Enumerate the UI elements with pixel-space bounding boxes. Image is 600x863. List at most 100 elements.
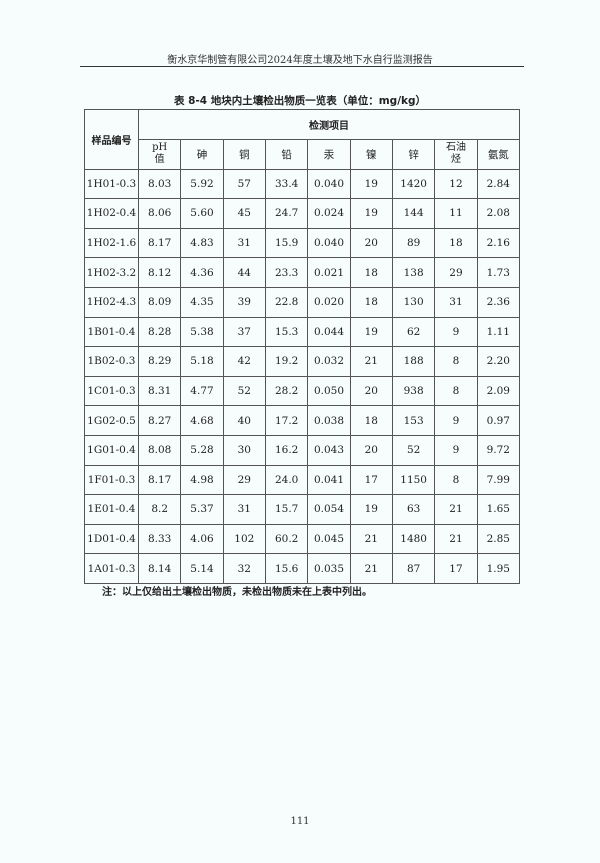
value-cell: 1480 xyxy=(391,523,436,555)
value-cell: 8.31 xyxy=(137,375,182,407)
value-cell: 4.68 xyxy=(180,405,224,436)
value-cell: 8.17 xyxy=(137,227,182,259)
value-cell: 52 xyxy=(222,375,266,407)
table-row: 1H02-3.2 8.12 4.36 44 23.3 0.021 18 138 29 1.73 xyxy=(84,257,521,288)
value-cell: 4.06 xyxy=(180,523,224,555)
value-cell: 4.98 xyxy=(180,464,224,496)
value-cell: 60.2 xyxy=(264,523,309,555)
value-cell: 5.14 xyxy=(180,553,224,584)
table-row: 1H02-4.3 8.09 4.35 39 22.8 0.020 18 130 31 2.36 xyxy=(84,286,521,318)
value-cell: 17.2 xyxy=(264,405,309,436)
value-cell: 22.8 xyxy=(264,286,309,318)
value-cell: 8 xyxy=(434,464,478,496)
table-row: 1H01-0.3 8.03 5.92 57 33.4 0.040 19 1420 12 2.84 xyxy=(84,168,521,200)
value-cell: 0.024 xyxy=(307,198,351,229)
table-note: 注：以上仅给出土壤检出物质，未检出物质未在上表中列出。 xyxy=(102,587,372,598)
value-cell: 0.038 xyxy=(307,405,351,436)
value-cell: 40 xyxy=(222,405,266,436)
table-title: 表 8-4 地块内土壤检出物质一览表（单位：mg/kg） xyxy=(173,95,427,107)
column-header: 砷 xyxy=(180,139,224,170)
sample-id-cell: 1G02-0.5 xyxy=(84,405,139,436)
value-cell: 8.03 xyxy=(137,168,182,200)
column-header: 汞 xyxy=(307,139,351,170)
column-header: 石油烃 xyxy=(434,139,478,170)
value-cell: 21 xyxy=(349,553,393,584)
sample-id-cell: 1F01-0.3 xyxy=(84,464,139,496)
value-cell: 9 xyxy=(434,434,478,466)
value-cell: 8.29 xyxy=(137,346,182,377)
header-rule xyxy=(80,66,524,67)
sample-id-cell: 1A01-0.3 xyxy=(84,553,139,584)
value-cell: 23.3 xyxy=(264,257,309,288)
sample-id-cell: 1H02-1.6 xyxy=(84,227,139,259)
value-cell: 45 xyxy=(222,198,266,229)
value-cell: 15.7 xyxy=(264,494,309,525)
table-row: 1A01-0.3 8.14 5.14 32 15.6 0.035 21 87 17 1.95 xyxy=(84,553,521,584)
value-cell: 2.20 xyxy=(476,346,521,377)
page-number: 111 xyxy=(290,816,310,827)
value-cell: 5.18 xyxy=(180,346,224,377)
value-cell: 87 xyxy=(391,553,436,584)
value-cell: 24.7 xyxy=(264,198,309,229)
value-cell: 144 xyxy=(391,198,436,229)
value-cell: 2.85 xyxy=(476,523,521,555)
value-cell: 0.97 xyxy=(476,405,521,436)
table-row: 1F01-0.3 8.17 4.98 29 24.0 0.041 17 1150 8 7.99 xyxy=(84,464,521,496)
value-cell: 18 xyxy=(434,227,478,259)
value-cell: 138 xyxy=(391,257,436,288)
value-cell: 0.044 xyxy=(307,316,351,348)
column-header: 氨氮 xyxy=(476,139,521,170)
value-cell: 17 xyxy=(434,553,478,584)
column-header: 铅 xyxy=(264,139,309,170)
value-cell: 89 xyxy=(391,227,436,259)
value-cell: 188 xyxy=(391,346,436,377)
value-cell: 11 xyxy=(434,198,478,229)
column-header: 镍 xyxy=(349,139,393,170)
value-cell: 32 xyxy=(222,553,266,584)
value-cell: 0.040 xyxy=(307,168,351,200)
value-cell: 57 xyxy=(222,168,266,200)
value-cell: 0.032 xyxy=(307,346,351,377)
value-cell: 16.2 xyxy=(264,434,309,466)
value-cell: 18 xyxy=(349,257,393,288)
sample-id-cell: 1C01-0.3 xyxy=(84,375,139,407)
value-cell: 15.9 xyxy=(264,227,309,259)
sample-id-cell: 1B02-0.3 xyxy=(84,346,139,377)
value-cell: 24.0 xyxy=(264,464,309,496)
table-row: 1H02-1.6 8.17 4.83 31 15.9 0.040 20 89 18 2.16 xyxy=(84,227,521,259)
value-cell: 31 xyxy=(222,494,266,525)
value-cell: 20 xyxy=(349,375,393,407)
sample-id-cell: 1H01-0.3 xyxy=(84,168,139,200)
value-cell: 1150 xyxy=(391,464,436,496)
value-cell: 44 xyxy=(222,257,266,288)
value-cell: 19.2 xyxy=(264,346,309,377)
table-row: 1B01-0.4 8.28 5.38 37 15.3 0.044 19 62 9 1.11 xyxy=(84,316,521,348)
value-cell: 62 xyxy=(391,316,436,348)
value-cell: 5.92 xyxy=(180,168,224,200)
value-cell: 8 xyxy=(434,346,478,377)
sample-id-cell: 1H02-3.2 xyxy=(84,257,139,288)
value-cell: 21 xyxy=(434,523,478,555)
value-cell: 4.77 xyxy=(180,375,224,407)
sample-id-cell: 1B01-0.4 xyxy=(84,316,139,348)
value-cell: 12 xyxy=(434,168,478,200)
value-cell: 19 xyxy=(349,198,393,229)
sample-id-cell: 1D01-0.4 xyxy=(84,523,139,555)
value-cell: 9 xyxy=(434,405,478,436)
value-cell: 19 xyxy=(349,494,393,525)
value-cell: 21 xyxy=(349,346,393,377)
column-header: 铜 xyxy=(222,139,266,170)
value-cell: 1420 xyxy=(391,168,436,200)
table-row: 1C01-0.3 8.31 4.77 52 28.2 0.050 20 938 8 2.09 xyxy=(84,375,521,407)
value-cell: 19 xyxy=(349,168,393,200)
value-cell: 938 xyxy=(391,375,436,407)
value-cell: 2.84 xyxy=(476,168,521,200)
value-cell: 8.12 xyxy=(137,257,182,288)
value-cell: 8.06 xyxy=(137,198,182,229)
value-cell: 29 xyxy=(222,464,266,496)
value-cell: 8.14 xyxy=(137,553,182,584)
table-row: 1D01-0.4 8.33 4.06 102 60.2 0.045 21 1480 21 2.85 xyxy=(84,523,521,555)
column-header: pH 值 xyxy=(137,139,182,170)
value-cell: 1.65 xyxy=(476,494,521,525)
sample-id-cell: 1G01-0.4 xyxy=(84,434,139,466)
